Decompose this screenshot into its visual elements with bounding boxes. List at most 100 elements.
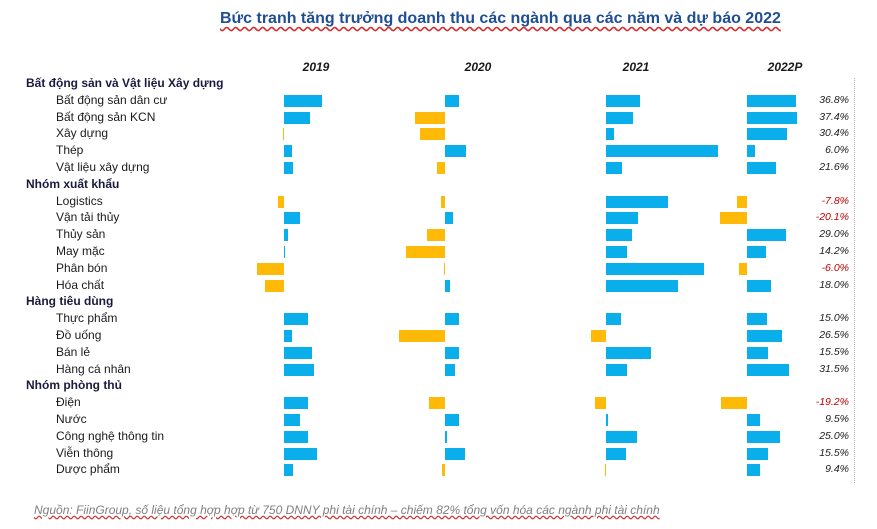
bar — [426, 229, 445, 242]
bar — [284, 313, 308, 326]
bar — [606, 162, 623, 174]
bar — [747, 363, 789, 376]
bar — [445, 447, 465, 460]
row-label: Logistics — [56, 193, 103, 208]
group-header: Nhóm xuất khẩu — [26, 176, 120, 191]
row-label: Công nghệ thông tin — [56, 428, 165, 443]
row-label: Đồ uống — [56, 328, 102, 342]
bar — [747, 430, 781, 443]
bar — [604, 464, 606, 477]
bar — [606, 195, 668, 208]
bar — [736, 195, 747, 208]
bar — [747, 313, 767, 326]
bar — [443, 262, 445, 275]
year-header: 2020 — [464, 60, 492, 74]
bar — [606, 346, 652, 359]
bar — [739, 262, 747, 275]
row-label: Thủy sản — [56, 227, 106, 242]
value-label-2022: -19.2% — [815, 396, 849, 409]
bar — [429, 397, 445, 410]
bar — [606, 430, 637, 443]
bar — [606, 279, 679, 292]
bar — [419, 128, 445, 141]
row-label: May mặc — [56, 244, 105, 258]
bar — [590, 330, 606, 342]
bar — [284, 111, 310, 124]
value-label-2022: 37.4% — [819, 110, 849, 123]
bar — [284, 229, 288, 242]
bar — [277, 195, 284, 208]
bar — [284, 94, 323, 107]
row-label: Thực phẩm — [56, 311, 118, 326]
value-label-2022: 30.4% — [819, 127, 849, 140]
bar — [606, 447, 626, 460]
bar — [445, 313, 460, 326]
group-header: Hàng tiêu dùng — [26, 294, 114, 309]
bar — [445, 430, 448, 443]
value-label-2022: 18.0% — [819, 278, 849, 291]
row-label: Xây dựng — [56, 126, 109, 141]
row-label: Hàng cá nhân — [56, 361, 131, 376]
bar — [437, 162, 445, 174]
bar — [747, 94, 796, 107]
bar — [606, 363, 628, 376]
value-label-2022: 9.5% — [825, 413, 849, 425]
row-label: Hóa chất — [56, 277, 105, 292]
bar — [442, 464, 445, 477]
value-label-2022: 36.8% — [819, 93, 849, 106]
bar — [720, 212, 747, 225]
value-label-2022: -7.8% — [821, 194, 849, 207]
value-label-2022: 21.6% — [819, 161, 849, 173]
bar — [606, 229, 632, 242]
bar — [606, 111, 634, 124]
bar — [284, 430, 308, 443]
group-header: Bất động sản và Vật liệu Xây dựng — [26, 76, 224, 90]
bar — [284, 397, 308, 410]
bar — [606, 414, 609, 426]
bar — [282, 128, 284, 141]
divider-line — [854, 78, 855, 483]
row-label: Phân bón — [56, 260, 108, 275]
chart-title: Bức tranh tăng trưởng doanh thu các ngàn… — [220, 10, 781, 27]
bar — [594, 397, 606, 410]
bar — [445, 414, 460, 426]
bar — [445, 363, 456, 376]
value-label-2022: 15.0% — [819, 312, 849, 325]
value-label-2022: 6.0% — [825, 144, 849, 157]
bar — [405, 246, 445, 258]
year-header: 2021 — [622, 60, 650, 74]
row-label: Viễn thông — [56, 445, 114, 460]
bar — [747, 128, 788, 141]
bar — [284, 464, 293, 477]
bar — [445, 346, 460, 359]
bar — [721, 397, 747, 410]
bar — [606, 145, 719, 158]
year-header: 2022P — [767, 60, 803, 74]
value-label-2022: 15.5% — [819, 345, 849, 358]
bar — [747, 229, 786, 242]
bar — [747, 346, 768, 359]
value-label-2022: 25.0% — [819, 429, 849, 442]
bar — [747, 111, 797, 124]
value-label-2022: 26.5% — [819, 329, 849, 341]
bar — [747, 279, 771, 292]
bar — [284, 414, 300, 426]
bar — [606, 246, 627, 258]
bar — [265, 279, 284, 292]
value-label-2022: 14.2% — [819, 245, 849, 257]
value-label-2022: 15.5% — [819, 446, 849, 459]
row-label: Bất động sản dân cư — [56, 92, 168, 107]
row-label: Vận tải thủy — [56, 210, 120, 225]
row-label: Dược phẩm — [56, 462, 120, 477]
value-label-2022: -20.1% — [815, 211, 849, 224]
bar — [445, 212, 453, 225]
year-header: 2019 — [302, 60, 330, 74]
bar — [415, 111, 445, 124]
bar — [284, 212, 300, 225]
bar — [606, 262, 705, 275]
row-label: Điện — [56, 395, 81, 410]
row-label: Thép — [56, 143, 84, 158]
bar — [284, 246, 286, 258]
bar — [606, 212, 639, 225]
bar — [747, 414, 760, 426]
